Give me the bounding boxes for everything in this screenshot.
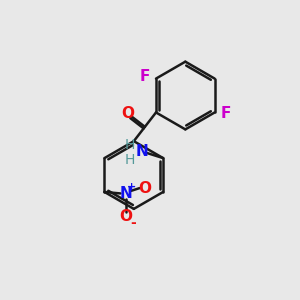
Text: N: N	[119, 186, 132, 201]
Text: H: H	[124, 138, 135, 152]
Text: -: -	[130, 216, 136, 230]
Text: O: O	[138, 181, 151, 196]
Text: O: O	[119, 209, 132, 224]
Text: H: H	[124, 153, 135, 167]
Text: N: N	[136, 144, 148, 159]
Text: F: F	[140, 69, 150, 84]
Text: F: F	[221, 106, 231, 122]
Text: O: O	[121, 106, 134, 121]
Text: +: +	[127, 182, 136, 192]
